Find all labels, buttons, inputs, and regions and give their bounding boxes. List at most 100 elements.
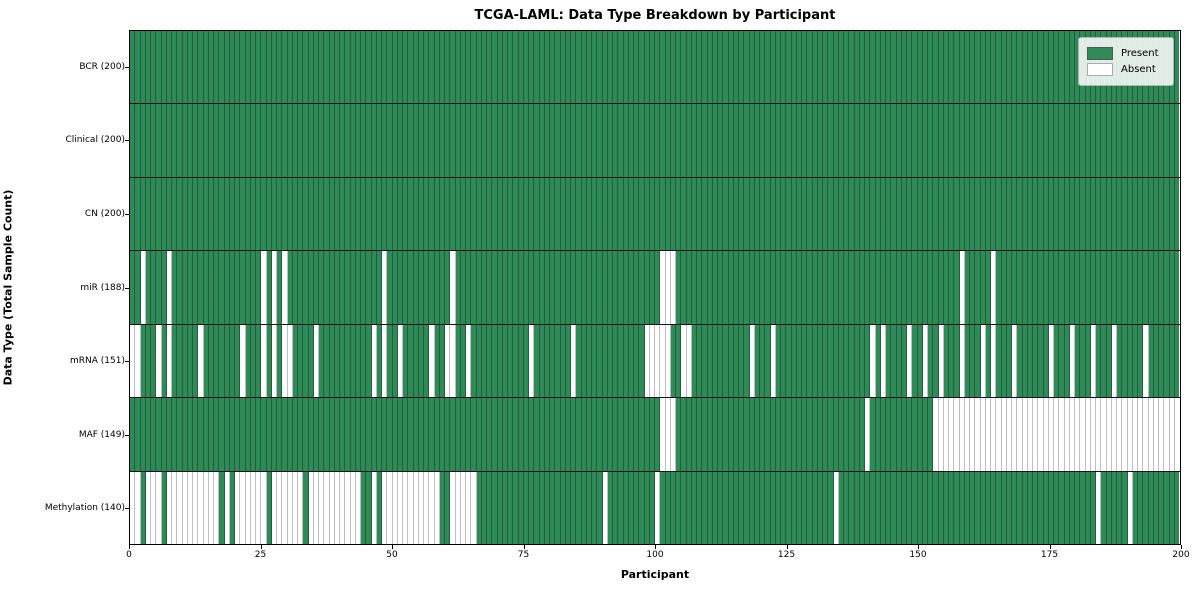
heatmap-cell [413,104,419,177]
y-tick-mark [125,288,129,289]
heatmap-cell [660,471,666,544]
heatmap-cell [739,251,745,324]
heatmap-cell [208,324,214,398]
heatmap-cell [613,324,619,398]
heatmap-cell [1132,324,1138,398]
heatmap-cell [1169,471,1175,544]
heatmap-cell [361,398,367,471]
heatmap-cell [408,177,414,251]
heatmap-cell [634,31,640,104]
heatmap-cell [550,471,556,544]
heatmap-cell [1117,104,1123,177]
heatmap-cell [502,398,508,471]
heatmap-cell [676,398,682,471]
heatmap-cell [1027,471,1033,544]
heatmap-cell [271,398,277,471]
heatmap-cell [502,251,508,324]
heatmap-cell [933,104,939,177]
heatmap-cell [324,31,330,104]
heatmap-cell [1027,324,1033,398]
heatmap-cell [1054,324,1060,398]
heatmap-cell [707,324,713,398]
heatmap-cell [954,471,960,544]
heatmap-cell [1174,251,1179,324]
heatmap-cell [802,324,808,398]
heatmap-cell [649,104,655,177]
heatmap-cell [1017,104,1023,177]
heatmap-cell [497,398,503,471]
heatmap-cell [1069,104,1075,177]
heatmap-cell [613,104,619,177]
heatmap-cell [670,251,676,324]
heatmap-cell [277,251,283,324]
heatmap-cell [287,251,293,324]
heatmap-cell [1132,177,1138,251]
heatmap-cell [187,31,193,104]
heatmap-cell [802,471,808,544]
legend-item-absent: Absent [1087,63,1165,76]
heatmap-cell [1080,104,1086,177]
heatmap-cell [471,398,477,471]
heatmap-cell [859,177,865,251]
heatmap-cell [460,251,466,324]
heatmap-cell [193,104,199,177]
heatmap-cell [796,31,802,104]
heatmap-cell [219,177,225,251]
heatmap-cell [1111,104,1117,177]
heatmap-cell [497,251,503,324]
heatmap-cell [434,251,440,324]
heatmap-cell [371,251,377,324]
heatmap-cell [471,324,477,398]
heatmap-cell [1043,471,1049,544]
heatmap-cell [691,471,697,544]
heatmap-cell [224,177,230,251]
heatmap-cell [1069,324,1075,398]
heatmap-cell [523,177,529,251]
heatmap-cell [439,471,445,544]
heatmap-cell [628,324,634,398]
heatmap-cell [334,398,340,471]
heatmap-cell [198,251,204,324]
heatmap-cell [466,177,472,251]
heatmap-cell [487,471,493,544]
heatmap-cell [865,324,871,398]
heatmap-cell [250,471,256,544]
heatmap-cell [140,398,146,471]
x-tick-label: 0 [126,550,132,560]
heatmap-cell [518,398,524,471]
heatmap-cell [1033,177,1039,251]
heatmap-cell [371,398,377,471]
heatmap-cell [697,104,703,177]
heatmap-cell [602,398,608,471]
heatmap-cell [618,104,624,177]
heatmap-cell [172,177,178,251]
heatmap-cell [324,251,330,324]
heatmap-cell [849,471,855,544]
heatmap-cell [817,398,823,471]
heatmap-cell [1101,104,1107,177]
heatmap-cell [350,31,356,104]
heatmap-cell [586,251,592,324]
heatmap-cell [492,31,498,104]
heatmap-cell [1090,324,1096,398]
heatmap-cell [455,324,461,398]
heatmap-cell [392,177,398,251]
heatmap-cell [355,398,361,471]
heatmap-cell [450,31,456,104]
heatmap-cell [828,104,834,177]
heatmap-cell [481,31,487,104]
heatmap-cell [823,324,829,398]
heatmap-cell [140,31,146,104]
chart-title: TCGA-LAML: Data Type Breakdown by Partic… [474,8,836,23]
heatmap-cell [1106,251,1112,324]
heatmap-cell [1012,31,1018,104]
heatmap-cell [151,31,157,104]
heatmap-cell [838,177,844,251]
heatmap-cell [287,471,293,544]
heatmap-cell [959,251,965,324]
heatmap-cell [602,177,608,251]
heatmap-cell [324,471,330,544]
heatmap-cell [429,177,435,251]
heatmap-cell [539,251,545,324]
heatmap-cell [1127,251,1133,324]
